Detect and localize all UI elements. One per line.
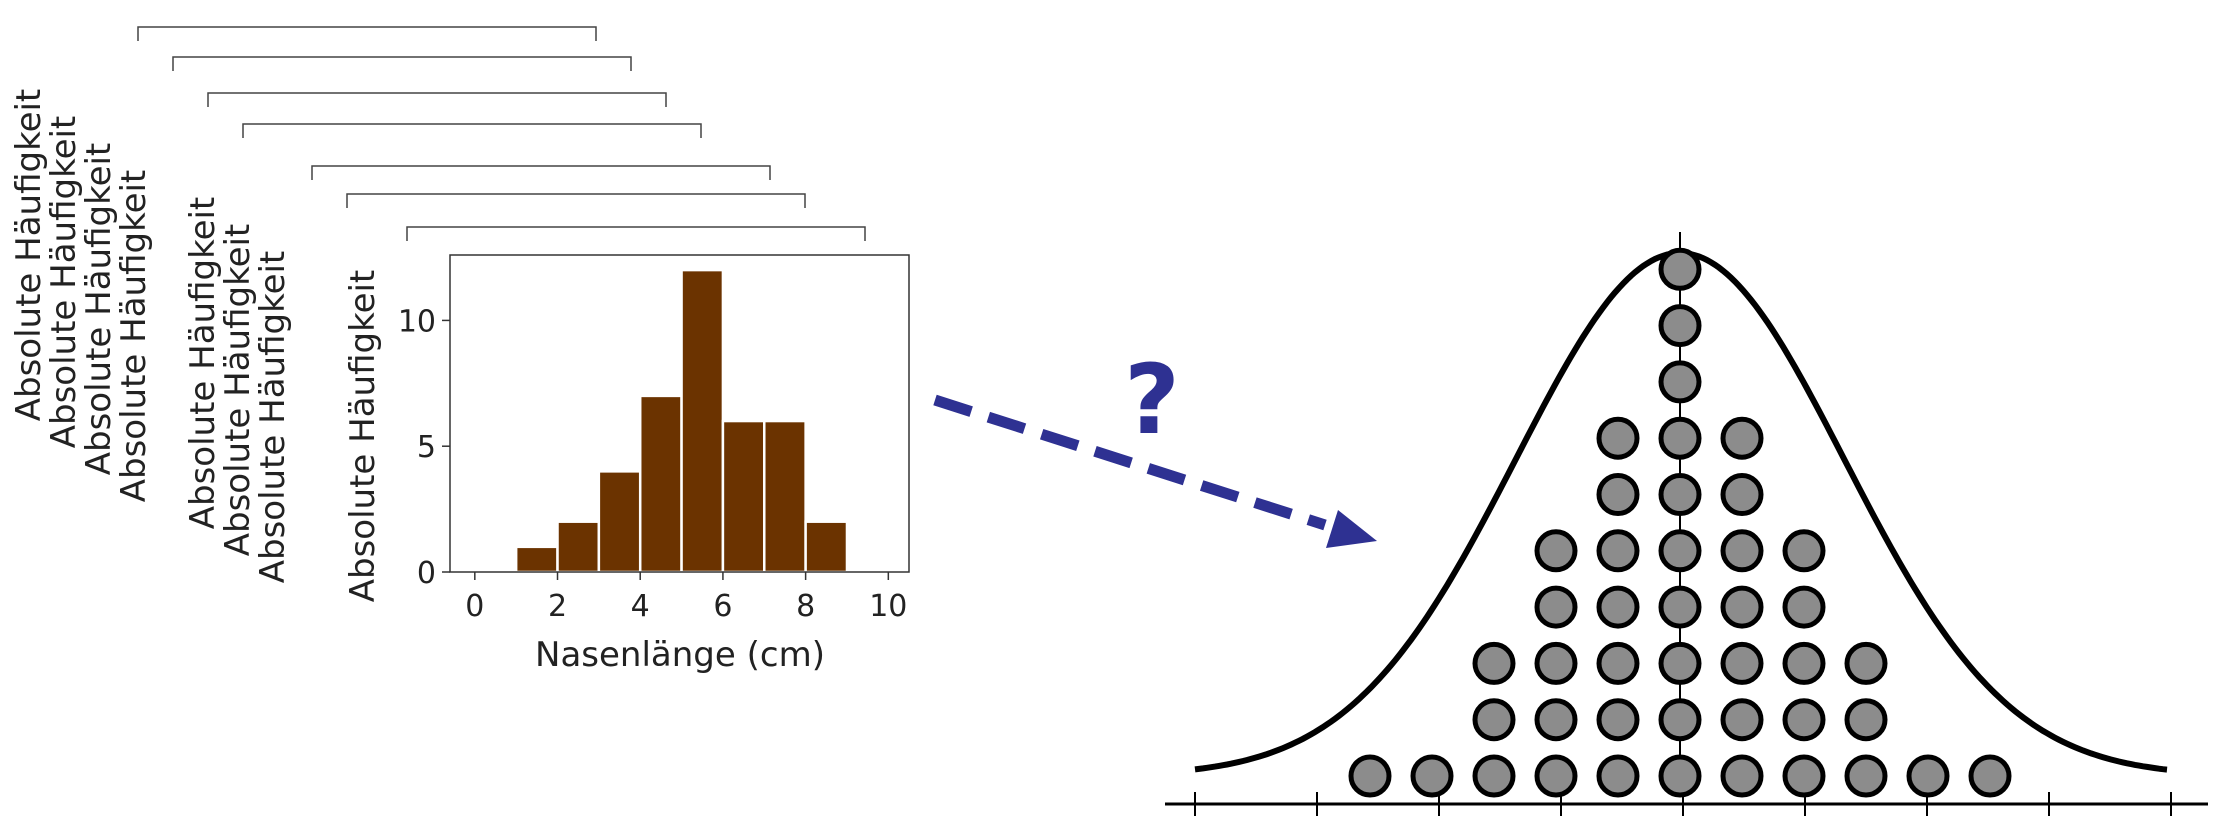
ball: [1658, 529, 1702, 573]
ball: [1596, 416, 1640, 460]
histogram-bar: [638, 394, 683, 574]
histogram-bar: [804, 520, 849, 574]
ball: [1658, 360, 1702, 404]
stacked-frame-edge: [137, 26, 597, 41]
stacked-frame-edge: [242, 123, 702, 138]
ball: [1534, 698, 1578, 742]
stacked-frame-edge: [311, 165, 771, 180]
y-tick-label: 0: [417, 556, 436, 591]
stacked-y-label: Absolute Häufigkeit: [218, 224, 258, 557]
ball: [1472, 641, 1516, 685]
ball: [1968, 754, 2012, 798]
ball: [1844, 754, 1888, 798]
stacked-y-label: Absolute Häufigkeit: [253, 251, 293, 584]
plot-frame: [449, 254, 910, 573]
stacked-frame-edge: [406, 226, 866, 241]
ball: [1472, 754, 1516, 798]
histogram-bar: [763, 419, 807, 574]
ball: [1720, 698, 1764, 742]
ball: [1844, 698, 1888, 742]
stacked-y-label: Absolute Häufigkeit: [114, 170, 154, 503]
ball: [1596, 585, 1640, 629]
stacked-frame-edge: [172, 56, 632, 71]
y-tick-label: 5: [417, 430, 436, 465]
ball: [1596, 529, 1640, 573]
ball: [1658, 304, 1702, 348]
stacked-y-label: Absolute Häufigkeit: [44, 116, 84, 449]
ball-columns: [1348, 247, 2012, 798]
x-tick-label: 6: [713, 589, 732, 624]
ball: [1348, 754, 1392, 798]
ball: [1782, 529, 1826, 573]
histogram-bar: [680, 268, 725, 574]
ball: [1658, 754, 1702, 798]
stacked-y-label: Absolute Häufigkeit: [183, 197, 223, 530]
histogram-bar: [514, 545, 559, 574]
ball: [1596, 698, 1640, 742]
ball: [1720, 416, 1764, 460]
x-axis-ticks: 0 2 4 6 8 10: [465, 572, 907, 624]
y-axis-ticks: 0 5 10: [398, 304, 450, 591]
stacked-frame-edge: [346, 193, 806, 208]
histogram-bar: [721, 419, 766, 574]
ball: [1782, 698, 1826, 742]
ball: [1596, 473, 1640, 516]
ball: [1782, 585, 1826, 629]
normal-distribution-diagram: [1165, 232, 2208, 816]
arrow-shaft: [933, 394, 1327, 531]
ball: [1658, 416, 1702, 460]
x-axis-label: Nasenlänge (cm): [535, 635, 825, 675]
ball: [1534, 529, 1578, 573]
ball: [1658, 473, 1702, 516]
ball: [1534, 641, 1578, 685]
ball: [1720, 529, 1764, 573]
x-tick-label: 0: [465, 589, 484, 624]
question-mark: ?: [1124, 344, 1180, 456]
ball: [1782, 754, 1826, 798]
histogram-bar: [556, 520, 601, 574]
ball: [1720, 473, 1764, 516]
stacked-frame-edge: [207, 92, 667, 107]
histogram-bars: [514, 268, 849, 574]
ball: [1534, 754, 1578, 798]
ball: [1720, 754, 1764, 798]
ball: [1534, 585, 1578, 629]
ball: [1720, 585, 1764, 629]
ball: [1596, 641, 1640, 685]
ball: [1720, 641, 1764, 685]
x-tick-label: 8: [796, 589, 815, 624]
y-tick-label: 10: [398, 304, 436, 339]
ball: [1658, 585, 1702, 629]
ball: [1658, 641, 1702, 685]
ball: [1596, 754, 1640, 798]
stacked-y-label: Absolute Häufigkeit: [79, 143, 119, 476]
ball: [1658, 247, 1702, 291]
arrow-head: [1326, 510, 1377, 548]
x-tick-label: 2: [548, 589, 567, 624]
ball: [1782, 641, 1826, 685]
stacked-y-label: Absolute Häufigkeit: [9, 89, 49, 422]
ball: [1658, 698, 1702, 742]
ball: [1906, 754, 1950, 798]
x-tick-label: 10: [869, 589, 907, 624]
ball: [1410, 754, 1454, 798]
ball: [1844, 641, 1888, 685]
histogram-bar: [597, 470, 642, 574]
y-axis-label: Absolute Häufigkeit: [343, 270, 383, 603]
x-tick-label: 4: [631, 589, 650, 624]
dashed-arrow: [933, 394, 1377, 548]
front-histogram: 0 2 4 6 8 10 0 5 10 Nasenlänge (cm) Absolute Hä…: [343, 254, 910, 675]
ball: [1472, 698, 1516, 742]
